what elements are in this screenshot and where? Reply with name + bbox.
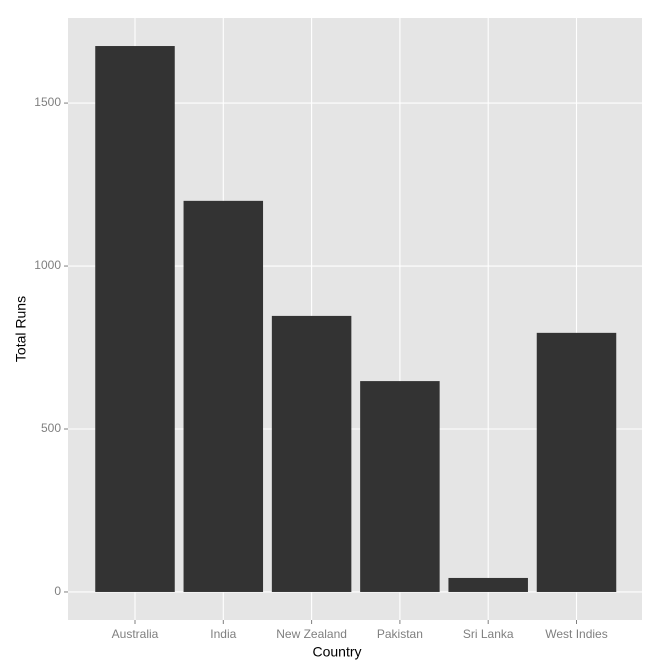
x-tick-label: West Indies	[545, 627, 607, 641]
x-tick-label: New Zealand	[276, 627, 347, 641]
bar	[95, 46, 175, 592]
bar	[183, 200, 264, 592]
y-tick-label: 1500	[34, 95, 61, 109]
y-tick-label: 1000	[34, 258, 61, 272]
x-axis-title: Country	[312, 644, 361, 660]
bar	[360, 381, 440, 592]
y-tick-label: 500	[41, 421, 61, 435]
x-tick-label: India	[210, 627, 236, 641]
y-axis-title: Total Runs	[13, 296, 29, 362]
bar	[536, 332, 617, 592]
y-tick-label: 0	[54, 584, 61, 598]
x-tick-label: Pakistan	[377, 627, 423, 641]
x-tick-label: Sri Lanka	[463, 627, 514, 641]
bar	[448, 577, 528, 592]
bar	[271, 315, 352, 592]
x-tick-label: Australia	[112, 627, 159, 641]
